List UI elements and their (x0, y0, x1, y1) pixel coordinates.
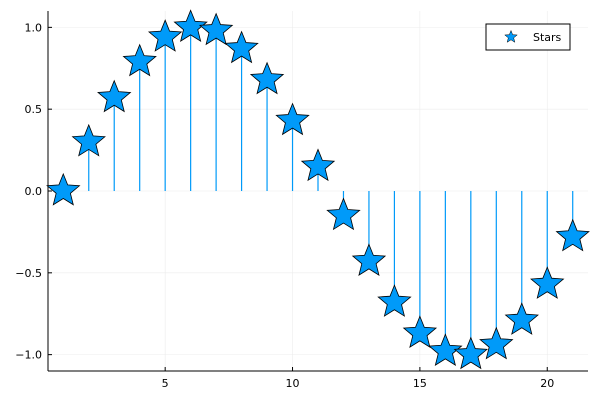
data-point-star (97, 79, 132, 113)
data-point-star (453, 336, 489, 370)
y-tick-label: −1.0 (15, 349, 42, 362)
legend-label: Stars (533, 31, 562, 44)
data-point-star (249, 61, 285, 95)
data-point-star (173, 9, 208, 42)
data-point-star (147, 19, 183, 52)
x-tick-label: 5 (162, 377, 169, 390)
data-point-star (198, 12, 234, 46)
x-tick-label: 15 (413, 377, 427, 390)
x-axis-ticks: 5 10 15 20 (162, 367, 554, 390)
stems (88, 27, 574, 355)
data-point-star (402, 315, 438, 348)
data-point-star (530, 266, 565, 299)
legend: Stars (485, 23, 571, 51)
y-tick-label: −0.5 (15, 267, 42, 280)
legend-box (485, 23, 571, 51)
markers (46, 9, 590, 370)
data-point-star (326, 197, 361, 231)
data-point-star (377, 284, 412, 317)
legend-star-icon (504, 29, 518, 43)
data-point-star (300, 148, 336, 182)
y-tick-label: 0.0 (25, 185, 43, 198)
data-point-star (71, 123, 106, 157)
y-axis-ticks: −1.0 −0.5 0.0 0.5 1.0 (15, 21, 52, 362)
y-tick-label: 1.0 (25, 21, 43, 34)
data-point-star (479, 326, 514, 360)
data-point-star (224, 30, 259, 64)
data-point-star (428, 333, 463, 366)
data-point-star (275, 102, 310, 136)
data-point-star (351, 243, 387, 276)
data-point-star (504, 302, 539, 335)
data-point-star (122, 43, 157, 77)
x-tick-label: 20 (540, 377, 554, 390)
data-point-star (46, 172, 81, 206)
y-tick-label: 0.5 (25, 103, 43, 116)
x-tick-label: 10 (286, 377, 300, 390)
data-point-star (555, 218, 590, 252)
